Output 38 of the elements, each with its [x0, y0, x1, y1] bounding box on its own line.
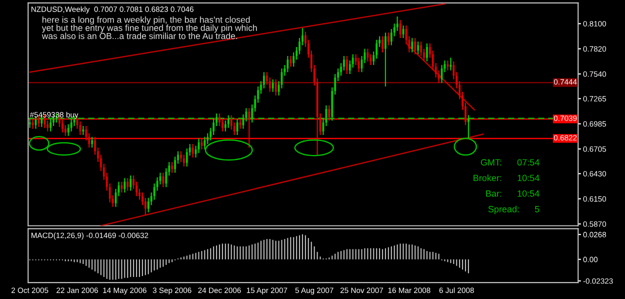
candlestick	[417, 41, 420, 55]
candlestick	[426, 42, 428, 62]
candlestick	[411, 37, 414, 53]
candlestick	[290, 55, 292, 68]
candlestick	[162, 172, 164, 188]
candlestick	[180, 150, 182, 163]
candlestick	[248, 108, 250, 148]
candlestick	[126, 178, 129, 192]
candlestick	[182, 154, 185, 168]
candlestick	[91, 136, 94, 148]
candlestick	[387, 32, 390, 46]
candlestick	[274, 78, 277, 96]
annotation: Spread: 5	[488, 206, 540, 214]
candlestick	[204, 136, 206, 150]
candlestick	[328, 104, 330, 122]
annotation: Broker: 10:54	[474, 174, 540, 182]
annotation: Bar: 10:54	[486, 190, 540, 197]
candlestick	[124, 178, 126, 194]
candlestick	[130, 174, 132, 192]
candlestick	[120, 181, 123, 194]
candlestick	[358, 57, 360, 73]
candlestick	[286, 55, 289, 73]
annotation: GMT: 07:54	[480, 159, 540, 166]
candlestick	[186, 148, 188, 168]
candlestick	[384, 32, 386, 88]
candlestick	[382, 36, 384, 53]
candlestick	[192, 143, 194, 158]
candlestick	[272, 78, 274, 92]
candlestick	[450, 57, 452, 71]
candlestick	[50, 118, 52, 132]
candlestick	[227, 114, 230, 128]
annotation: here is a long from a weekly pin, the bar has'nt closed yet but the entry was fine tuned from the daily pin which was also is an OB...a trade similiar to the Au trade.	[42, 16, 257, 40]
candlestick	[346, 55, 348, 75]
candlestick	[468, 114, 470, 139]
candlestick	[366, 48, 369, 62]
candlestick	[414, 37, 416, 55]
candlestick	[70, 118, 72, 132]
candlestick	[171, 161, 174, 174]
